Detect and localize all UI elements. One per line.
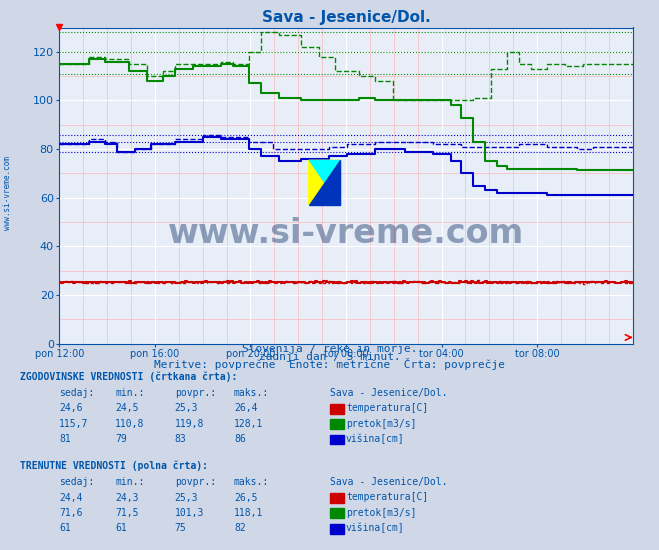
Text: 115,7: 115,7: [59, 419, 89, 429]
Text: temperatura[C]: temperatura[C]: [346, 492, 428, 503]
Text: 83: 83: [175, 434, 186, 444]
Text: 24,3: 24,3: [115, 492, 139, 503]
Text: Slovenija / reke in morje.: Slovenija / reke in morje.: [242, 344, 417, 354]
Text: 24,6: 24,6: [59, 403, 83, 414]
Text: 75: 75: [175, 523, 186, 534]
Text: povpr.:: povpr.:: [175, 388, 215, 398]
Text: 61: 61: [59, 523, 71, 534]
Text: maks.:: maks.:: [234, 477, 269, 487]
Text: 86: 86: [234, 434, 246, 444]
Text: višina[cm]: višina[cm]: [346, 434, 405, 444]
Text: www.si-vreme.com: www.si-vreme.com: [3, 156, 13, 229]
Text: 101,3: 101,3: [175, 508, 204, 518]
Text: sedaj:: sedaj:: [59, 477, 94, 487]
Text: zadnji dan / 5 minut.: zadnji dan / 5 minut.: [258, 352, 401, 362]
Text: min.:: min.:: [115, 388, 145, 398]
Text: 26,4: 26,4: [234, 403, 258, 414]
Text: 118,1: 118,1: [234, 508, 264, 518]
Text: povpr.:: povpr.:: [175, 477, 215, 487]
Text: min.:: min.:: [115, 477, 145, 487]
Text: 79: 79: [115, 434, 127, 444]
Text: pretok[m3/s]: pretok[m3/s]: [346, 508, 416, 518]
Text: 82: 82: [234, 523, 246, 534]
Text: 71,6: 71,6: [59, 508, 83, 518]
Text: 71,5: 71,5: [115, 508, 139, 518]
Title: Sava - Jesenice/Dol.: Sava - Jesenice/Dol.: [262, 10, 430, 25]
Text: TRENUTNE VREDNOSTI (polna črta):: TRENUTNE VREDNOSTI (polna črta):: [20, 460, 208, 471]
Text: temperatura[C]: temperatura[C]: [346, 403, 428, 414]
Text: višina[cm]: višina[cm]: [346, 523, 405, 534]
Text: 119,8: 119,8: [175, 419, 204, 429]
Text: 110,8: 110,8: [115, 419, 145, 429]
Text: 128,1: 128,1: [234, 419, 264, 429]
Text: sedaj:: sedaj:: [59, 388, 94, 398]
Text: 25,3: 25,3: [175, 492, 198, 503]
Text: maks.:: maks.:: [234, 388, 269, 398]
Text: 61: 61: [115, 523, 127, 534]
Text: 81: 81: [59, 434, 71, 444]
Text: Meritve: povprečne  Enote: metrične  Črta: povprečje: Meritve: povprečne Enote: metrične Črta:…: [154, 359, 505, 371]
Text: Sava - Jesenice/Dol.: Sava - Jesenice/Dol.: [330, 477, 447, 487]
Text: 24,4: 24,4: [59, 492, 83, 503]
Text: Sava - Jesenice/Dol.: Sava - Jesenice/Dol.: [330, 388, 447, 398]
Text: ZGODOVINSKE VREDNOSTI (črtkana črta):: ZGODOVINSKE VREDNOSTI (črtkana črta):: [20, 371, 237, 382]
Text: 25,3: 25,3: [175, 403, 198, 414]
Text: www.si-vreme.com: www.si-vreme.com: [168, 217, 524, 250]
Polygon shape: [308, 161, 340, 205]
Text: 26,5: 26,5: [234, 492, 258, 503]
Polygon shape: [308, 161, 340, 205]
Text: pretok[m3/s]: pretok[m3/s]: [346, 419, 416, 429]
Polygon shape: [308, 161, 340, 205]
Text: 24,5: 24,5: [115, 403, 139, 414]
